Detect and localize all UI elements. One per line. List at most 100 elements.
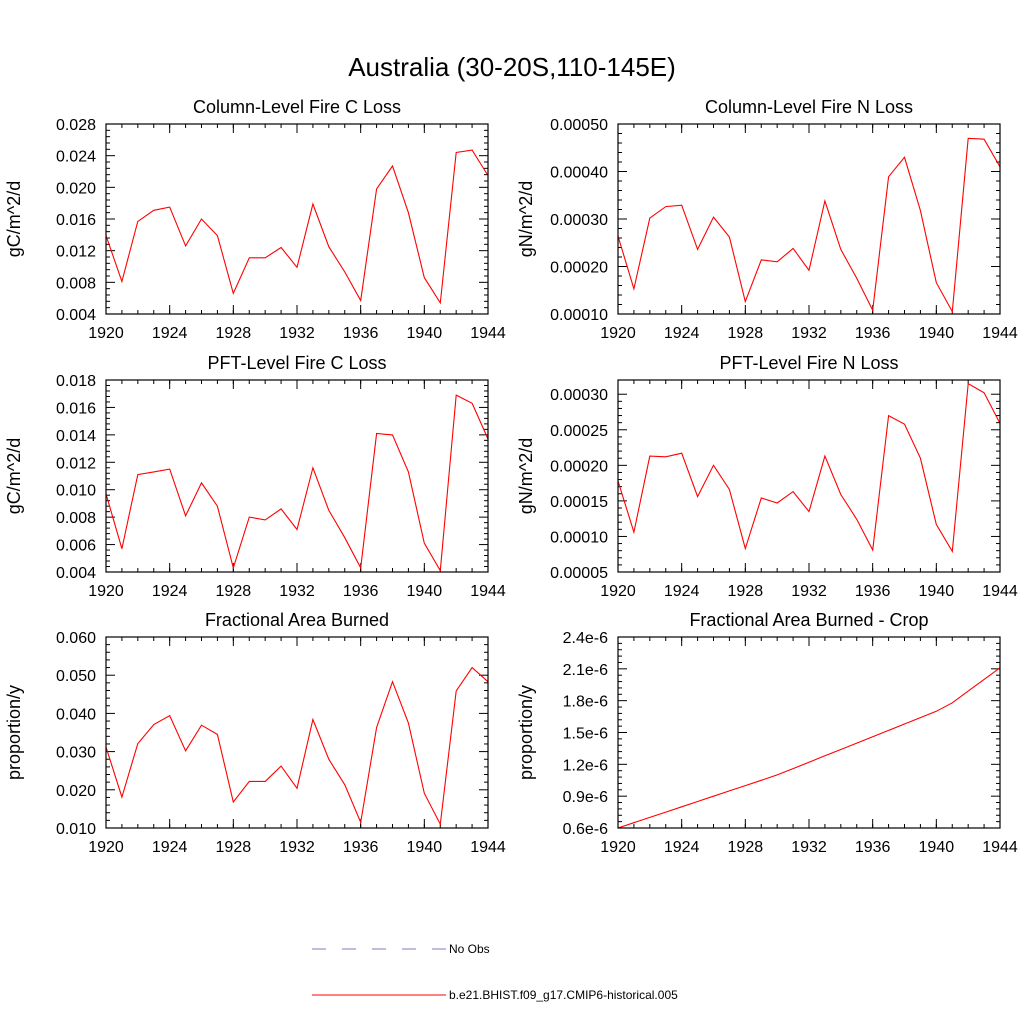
x-tick-label: 1932	[791, 325, 827, 342]
x-tick-label: 1924	[152, 325, 188, 342]
x-tick-label: 1936	[343, 325, 379, 342]
series-line	[617, 137, 1001, 314]
series-line	[105, 149, 489, 305]
x-tick-label: 1920	[88, 839, 124, 856]
y-tick-label: 0.00010	[550, 307, 608, 324]
y-tick-label: 0.028	[56, 117, 96, 134]
panel-title: Column-Level Fire N Loss	[705, 97, 913, 117]
x-tick-label: 1944	[982, 583, 1018, 600]
chart-panel: Column-Level Fire C Loss gC/m^2/d 1920 1924…	[4, 97, 506, 342]
y-tick-label: 0.004	[56, 565, 96, 582]
y-tick-label: 0.040	[56, 706, 96, 723]
y-tick-label: 0.00010	[550, 529, 608, 546]
x-tick-label: 1940	[919, 839, 955, 856]
y-axis-label: gN/m^2/d	[516, 438, 536, 514]
series-line	[617, 382, 1001, 554]
panel-title: PFT-Level Fire N Loss	[719, 353, 898, 373]
y-axis-label: gC/m^2/d	[4, 438, 24, 514]
legend: No Obs b.e21.BHIST.f09_g17.CMIP6-historic…	[312, 942, 678, 1002]
x-tick-label: 1932	[791, 583, 827, 600]
x-tick-label: 1928	[728, 583, 764, 600]
x-tick-label: 1932	[279, 839, 315, 856]
plot-frame	[105, 379, 489, 573]
y-tick-label: 0.00020	[550, 458, 608, 475]
x-tick-label: 1928	[728, 839, 764, 856]
x-tick-label: 1928	[728, 325, 764, 342]
plot-frame	[105, 636, 489, 829]
y-tick-label: 0.00020	[550, 260, 608, 277]
x-tick-label: 1936	[343, 583, 379, 600]
chart-panel: Fractional Area Burned - Crop proportion/…	[516, 610, 1018, 856]
y-tick-label: 0.020	[56, 180, 96, 197]
plot-frame	[617, 379, 1001, 573]
y-tick-label: 0.008	[56, 275, 96, 292]
x-tick-label: 1944	[982, 839, 1018, 856]
x-tick-label: 1940	[919, 583, 955, 600]
y-tick-label: 0.012	[56, 455, 96, 472]
y-axis-label: proportion/y	[4, 685, 24, 780]
y-tick-label: 1.8e-6	[563, 694, 608, 711]
y-tick-label: 0.018	[56, 373, 96, 390]
x-tick-label: 1928	[216, 583, 252, 600]
x-tick-label: 1920	[88, 583, 124, 600]
y-tick-label: 0.060	[56, 630, 96, 647]
x-tick-label: 1944	[470, 325, 506, 342]
panel-title: Column-Level Fire C Loss	[193, 97, 401, 117]
y-tick-label: 0.00015	[550, 494, 608, 511]
x-tick-label: 1928	[216, 325, 252, 342]
y-tick-label: 0.016	[56, 212, 96, 229]
panel-grid: Column-Level Fire C Loss gC/m^2/d 1920 1924…	[4, 97, 1018, 856]
y-tick-label: 0.00030	[550, 212, 608, 229]
y-tick-label: 2.1e-6	[563, 662, 608, 679]
y-tick-label: 0.030	[56, 745, 96, 762]
x-tick-label: 1944	[982, 325, 1018, 342]
y-axis-label: gN/m^2/d	[516, 181, 536, 257]
y-tick-label: 0.9e-6	[563, 789, 608, 806]
x-tick-label: 1936	[343, 839, 379, 856]
panel-title: Fractional Area Burned - Crop	[689, 610, 928, 630]
x-tick-label: 1936	[855, 839, 891, 856]
y-tick-label: 0.024	[56, 149, 96, 166]
y-tick-label: 0.014	[56, 428, 96, 445]
x-tick-label: 1940	[407, 583, 443, 600]
y-tick-label: 0.020	[56, 783, 96, 800]
y-tick-label: 0.016	[56, 400, 96, 417]
x-tick-label: 1924	[152, 839, 188, 856]
x-tick-label: 1936	[855, 325, 891, 342]
y-tick-label: 0.00030	[550, 387, 608, 404]
x-tick-label: 1920	[600, 325, 636, 342]
y-tick-label: 0.008	[56, 510, 96, 527]
chart-panel: PFT-Level Fire N Loss gN/m^2/d 1920 1924 192…	[516, 353, 1018, 600]
x-tick-label: 1920	[88, 325, 124, 342]
x-tick-label: 1944	[470, 839, 506, 856]
x-tick-label: 1932	[791, 839, 827, 856]
y-tick-label: 1.5e-6	[563, 726, 608, 743]
y-tick-label: 0.050	[56, 668, 96, 685]
y-tick-label: 0.004	[56, 307, 96, 324]
x-tick-label: 1920	[600, 583, 636, 600]
y-tick-label: 0.00025	[550, 423, 608, 440]
series-line	[617, 667, 1001, 829]
panel-title: Fractional Area Burned	[205, 610, 389, 630]
panel-title: PFT-Level Fire C Loss	[207, 353, 386, 373]
x-tick-label: 1944	[470, 583, 506, 600]
series-line	[105, 394, 489, 573]
chart-panel: Column-Level Fire N Loss gN/m^2/d 1920 1924…	[516, 97, 1018, 342]
plot-frame	[617, 636, 1001, 829]
y-tick-label: 0.00040	[550, 165, 608, 182]
figure-title: Australia (30-20S,110-145E)	[348, 52, 676, 82]
series-line	[105, 666, 489, 827]
y-tick-label: 0.00050	[550, 117, 608, 134]
x-tick-label: 1920	[600, 839, 636, 856]
chart-panel: Fractional Area Burned proportion/y 1920 19…	[4, 610, 506, 856]
y-axis-label: proportion/y	[516, 685, 536, 780]
y-tick-label: 0.006	[56, 538, 96, 555]
x-tick-label: 1940	[919, 325, 955, 342]
legend-label: No Obs	[449, 942, 490, 956]
y-tick-label: 2.4e-6	[563, 630, 608, 647]
x-tick-label: 1924	[664, 325, 700, 342]
y-tick-label: 0.00005	[550, 565, 608, 582]
x-tick-label: 1932	[279, 325, 315, 342]
x-tick-label: 1928	[216, 839, 252, 856]
